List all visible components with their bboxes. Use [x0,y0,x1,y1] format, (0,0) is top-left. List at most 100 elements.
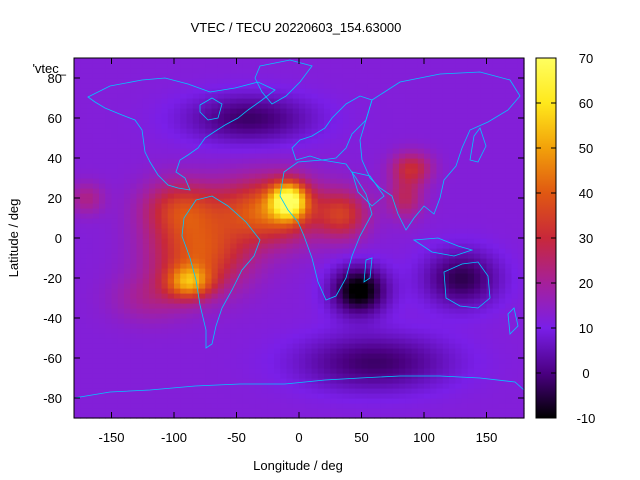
heatmap-cell [74,148,81,154]
heatmap-cell [124,263,131,269]
heatmap-cell [155,358,163,364]
heatmap-cell [261,68,269,74]
heatmap-cell [461,273,469,279]
heatmap-cell [492,308,500,314]
heatmap-cell [467,193,475,199]
heatmap-cell [505,358,513,364]
heatmap-cell [467,378,475,384]
heatmap-cell [224,68,231,74]
heatmap-cell [424,113,431,119]
heatmap-cell [261,108,269,114]
heatmap-cell [392,293,400,299]
heatmap-cell [249,378,256,384]
heatmap-cell [330,413,338,419]
heatmap-cell [361,373,369,379]
heatmap-cell [74,83,81,89]
heatmap-cell [74,398,81,404]
heatmap-cell [430,103,438,109]
heatmap-cell [317,363,325,369]
heatmap-cell [80,153,88,159]
heatmap-cell [217,313,225,319]
heatmap-cell [430,308,438,314]
heatmap-cell [74,283,81,289]
heatmap-cell [136,358,144,364]
heatmap-cell [299,108,306,114]
heatmap-cell [205,178,213,184]
heatmap-cell [455,278,463,284]
heatmap-cell [136,318,144,324]
heatmap-cell [292,173,300,179]
heatmap-cell [99,303,106,309]
heatmap-cell [349,93,356,99]
heatmap-cell [117,63,125,69]
heatmap-cell [492,228,500,234]
heatmap-cell [292,273,300,279]
heatmap-cell [261,78,269,84]
heatmap-cell [117,228,125,234]
heatmap-cell [167,393,175,399]
heatmap-cell [380,98,388,104]
heatmap-cell [417,388,425,394]
heatmap-cell [411,118,419,124]
heatmap-cell [324,98,331,104]
heatmap-cell [286,188,294,194]
heatmap-cell [180,168,188,174]
heatmap-cell [449,133,456,139]
heatmap-cell [474,413,481,419]
heatmap-cell [480,403,488,409]
heatmap-cell [217,148,225,154]
heatmap-cell [174,93,181,99]
heatmap-cell [324,398,331,404]
heatmap-cell [486,148,494,154]
heatmap-cell [330,78,338,84]
heatmap-cell [186,118,194,124]
heatmap-cell [442,273,450,279]
heatmap-cell [305,363,313,369]
heatmap-cell [111,188,119,194]
heatmap-cell [136,113,144,119]
heatmap-cell [374,88,381,94]
heatmap-cell [436,123,444,129]
heatmap-cell [486,288,494,294]
heatmap-cell [242,93,250,99]
heatmap-cell [367,298,375,304]
heatmap-cell [411,338,419,344]
heatmap-cell [311,98,319,104]
heatmap-cell [205,148,213,154]
heatmap-cell [174,188,181,194]
heatmap-cell [136,108,144,114]
heatmap-cell [324,273,331,279]
heatmap-cell [374,323,381,329]
heatmap-cell [430,203,438,209]
heatmap-cell [292,213,300,219]
heatmap-cell [486,93,494,99]
heatmap-cell [261,188,269,194]
heatmap-cell [380,273,388,279]
heatmap-cell [474,258,481,264]
heatmap-cell [461,293,469,299]
heatmap-cell [467,173,475,179]
heatmap-cell [192,393,200,399]
heatmap-cell [424,148,431,154]
heatmap-cell [117,358,125,364]
heatmap-cell [317,68,325,74]
heatmap-cell [380,338,388,344]
heatmap-cell [224,338,231,344]
heatmap-cell [217,318,225,324]
heatmap-cell [442,313,450,319]
heatmap-cell [136,148,144,154]
heatmap-cell [236,98,244,104]
heatmap-cell [149,213,156,219]
heatmap-cell [286,413,294,419]
heatmap-cell [99,138,106,144]
heatmap-cell [486,138,494,144]
heatmap-cell [399,128,406,134]
heatmap-cell [336,188,344,194]
heatmap-cell [480,88,488,94]
heatmap-cell [424,413,431,419]
heatmap-cell [130,393,138,399]
heatmap-cell [467,78,475,84]
heatmap-cell [299,113,306,119]
heatmap-cell [311,183,319,189]
heatmap-cell [161,153,169,159]
